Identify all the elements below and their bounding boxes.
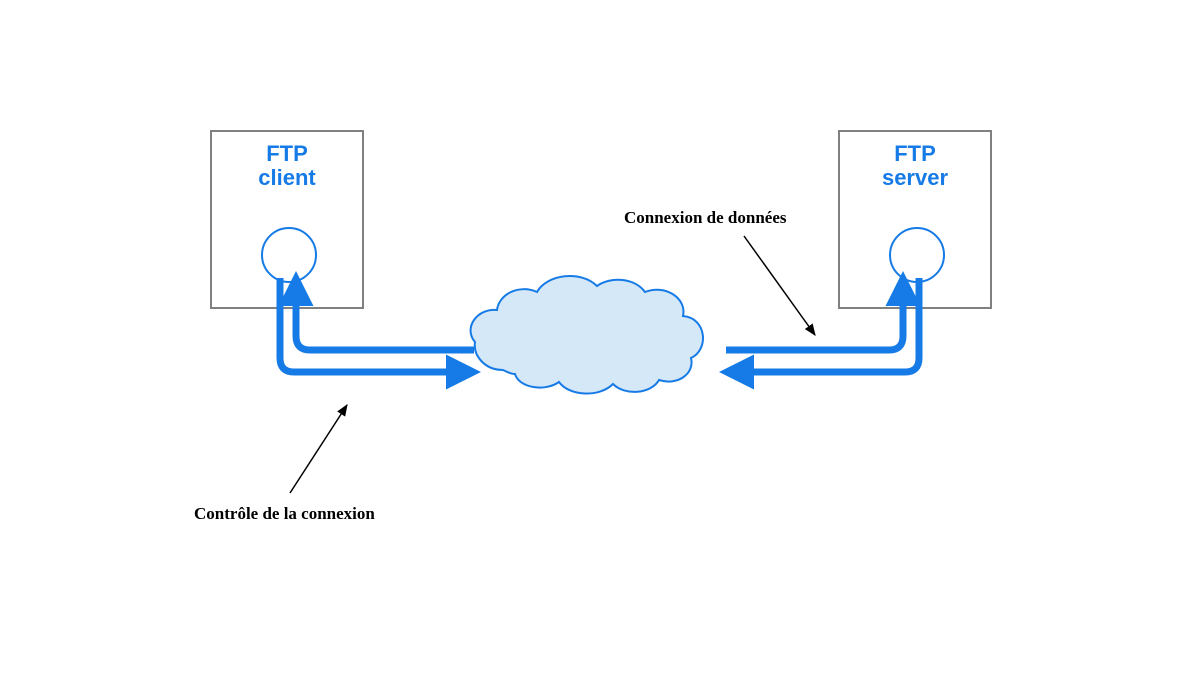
data-connection-annotation: Connexion de données bbox=[624, 208, 786, 228]
ftp-client-box: FTP client bbox=[210, 130, 364, 309]
ftp-server-label-line2: server bbox=[882, 165, 948, 190]
ftp-client-port-circle bbox=[261, 227, 317, 283]
internet-label: Internet bbox=[540, 344, 660, 370]
ftp-client-label-line1: FTP bbox=[266, 141, 308, 166]
control-connection-annotation: Contrôle de la connexion bbox=[194, 504, 375, 524]
data-connection-pointer bbox=[744, 236, 815, 335]
control-connection-pointer bbox=[290, 405, 347, 493]
ftp-server-box: FTP server bbox=[838, 130, 992, 309]
ftp-client-label: FTP client bbox=[212, 142, 362, 190]
ftp-client-label-line2: client bbox=[258, 165, 315, 190]
ftp-server-port-circle bbox=[889, 227, 945, 283]
internet-cloud-icon bbox=[471, 276, 703, 394]
ftp-server-label-line1: FTP bbox=[894, 141, 936, 166]
diagram-overlay bbox=[0, 0, 1200, 675]
ftp-server-label: FTP server bbox=[840, 142, 990, 190]
